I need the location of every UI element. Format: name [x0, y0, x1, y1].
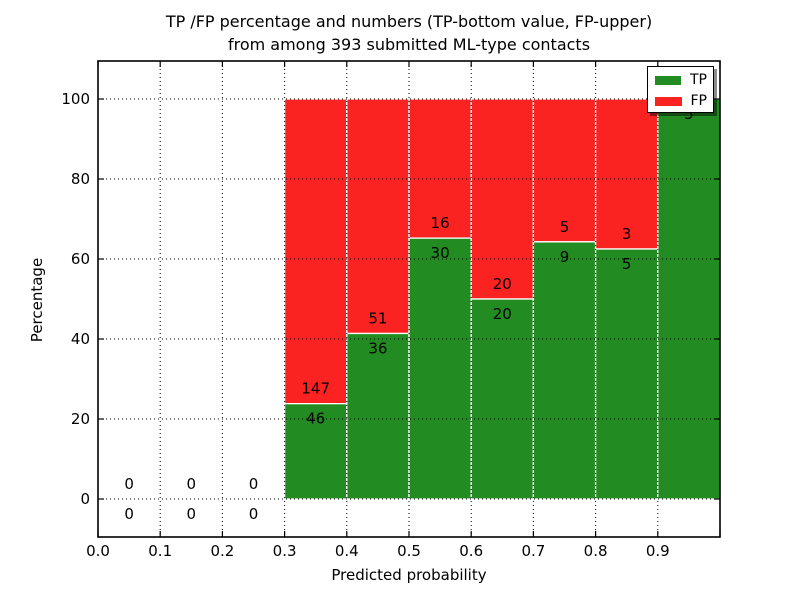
- x-tick-label: 0.7: [521, 542, 545, 560]
- label-tp-count-0.8-0.9: 5: [622, 255, 632, 273]
- chart-title-line2: from among 393 submitted ML-type contact…: [227, 35, 591, 54]
- label-fp-count-0.5-0.6: 16: [431, 214, 450, 232]
- y-tick-label: 0: [80, 490, 90, 508]
- x-tick-label: 0.8: [584, 542, 608, 560]
- legend-label-tp: TP: [690, 72, 707, 88]
- x-tick-label: 0.0: [86, 542, 110, 560]
- bar-fp-0.3-0.4: [283, 98, 348, 405]
- x-tick-label: 0.6: [459, 542, 483, 560]
- x-tick-label: 0.4: [335, 542, 359, 560]
- bar-tp-0.9-1.0: [657, 98, 721, 500]
- label-tp-count-0.2-0.3: 0: [249, 505, 259, 523]
- chart-title: TP /FP percentage and numbers (TP-bottom…: [98, 10, 720, 56]
- label-tp-count-0.5-0.6: 30: [431, 244, 450, 262]
- bar-tp-0.5-0.6: [408, 237, 472, 500]
- y-tick-label: 60: [71, 250, 90, 268]
- label-tp-count-0.3-0.4: 46: [306, 410, 325, 428]
- label-tp-count-0.9-1.0: 5: [684, 105, 694, 123]
- y-tick-label: 100: [61, 90, 90, 108]
- x-tick-label: 0.9: [646, 542, 670, 560]
- y-axis-label: Percentage: [28, 257, 46, 343]
- bar-tp-0.8-0.9: [594, 248, 659, 500]
- x-tick-label: 0.3: [273, 542, 297, 560]
- y-tick-label: 80: [71, 170, 90, 188]
- legend-label-fp: FP: [690, 93, 708, 109]
- x-tick-label: 0.1: [148, 542, 172, 560]
- bar-fp-0.6-0.7: [470, 98, 535, 300]
- label-fp-count-0.7-0.8: 5: [560, 218, 570, 236]
- tp-color-swatch: [655, 75, 681, 85]
- y-tick-label: 40: [71, 330, 90, 348]
- x-tick-label: 0.5: [397, 542, 421, 560]
- label-tp-count-0.7-0.8: 9: [560, 248, 570, 266]
- axes-frame: [97, 60, 721, 538]
- label-tp-count-0.1-0.2: 0: [187, 505, 197, 523]
- legend-item-fp: FP: [655, 92, 707, 110]
- x-axis-label: Predicted probability: [331, 566, 487, 584]
- fp-color-swatch: [655, 96, 682, 106]
- label-fp-count-0.8-0.9: 3: [622, 225, 632, 243]
- label-fp-count-0.3-0.4: 147: [301, 380, 330, 398]
- label-fp-count-0.0-0.1: 0: [124, 475, 134, 493]
- chart-title-line1: TP /FP percentage and numbers (TP-bottom…: [165, 12, 653, 31]
- label-tp-count-0.4-0.5: 36: [368, 339, 387, 357]
- bar-tp-0.7-0.8: [532, 241, 597, 500]
- label-fp-count-0.6-0.7: 20: [493, 275, 512, 293]
- legend: TP FP: [647, 66, 714, 113]
- bar-tp-0.3-0.4: [283, 403, 348, 500]
- bar-fp-0.4-0.5: [346, 98, 410, 335]
- label-fp-count-0.2-0.3: 0: [249, 475, 259, 493]
- label-tp-count-0.6-0.7: 20: [493, 305, 512, 323]
- bar-tp-0.6-0.7: [470, 298, 535, 500]
- y-tick-label: 20: [71, 410, 90, 428]
- label-fp-count-0.4-0.5: 51: [368, 309, 387, 327]
- legend-item-tp: TP: [655, 71, 707, 89]
- x-tick-label: 0.2: [210, 542, 234, 560]
- bar-tp-0.4-0.5: [346, 332, 410, 500]
- bar-fp-0.7-0.8: [532, 98, 597, 243]
- label-tp-count-0.0-0.1: 0: [124, 505, 134, 523]
- label-fp-count-0.1-0.2: 0: [187, 475, 197, 493]
